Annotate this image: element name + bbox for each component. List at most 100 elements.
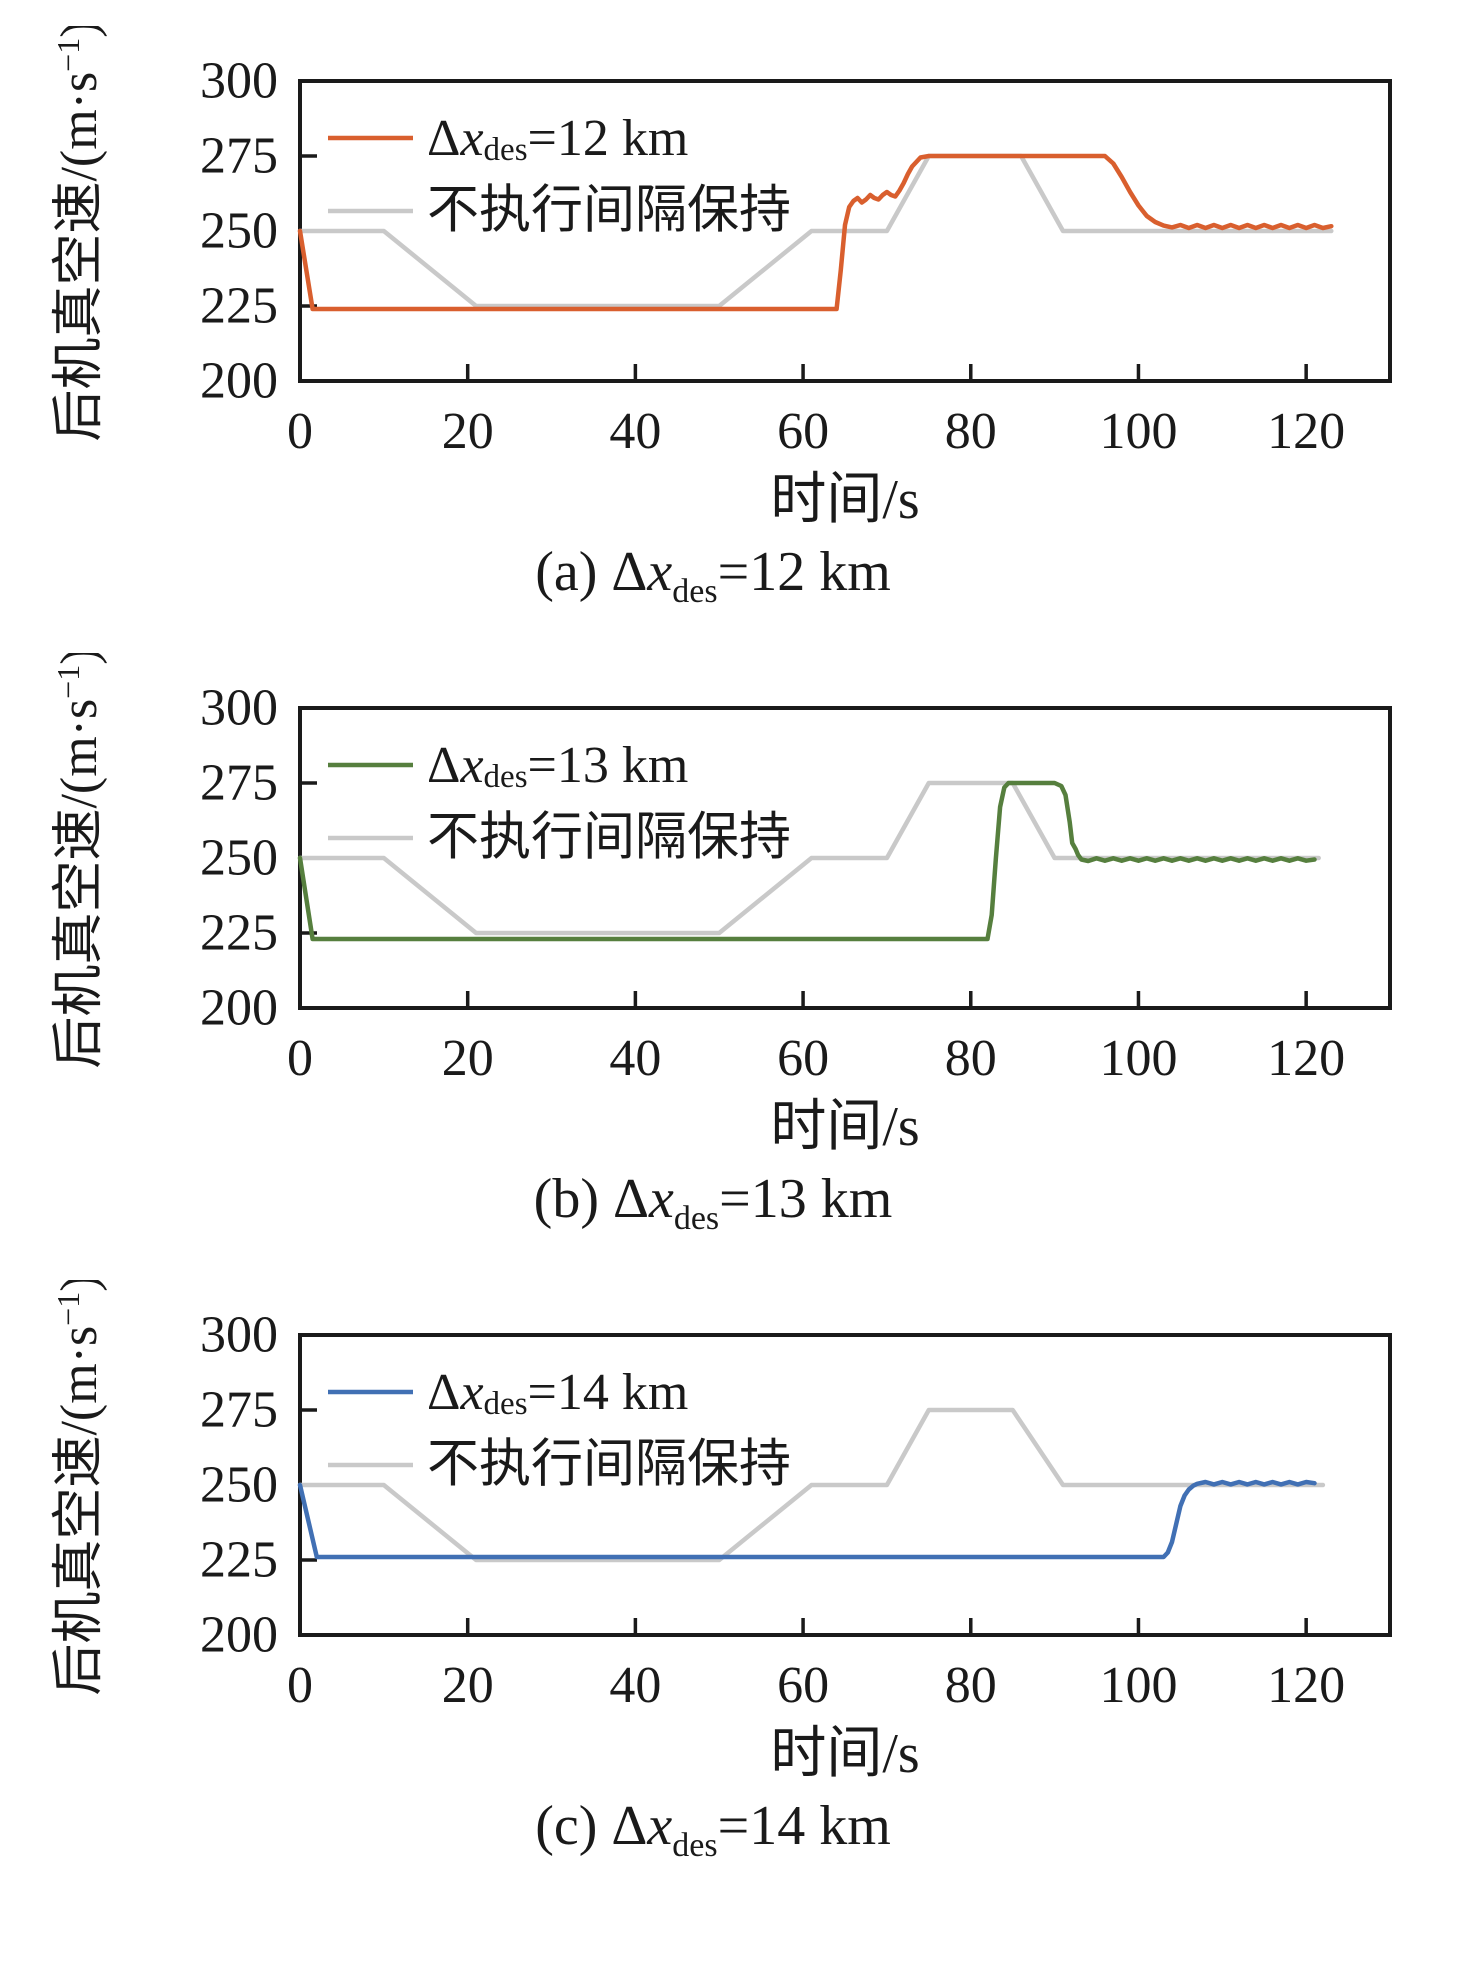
legend-variable: x bbox=[459, 737, 483, 794]
caption-subscript: des bbox=[672, 573, 718, 611]
caption-value: =12 km bbox=[717, 541, 891, 603]
caption-variable: x bbox=[647, 541, 673, 603]
legend-variable: x bbox=[459, 1364, 483, 1421]
y-tick-label: 225 bbox=[200, 1532, 278, 1589]
y-axis-label: 后机真空速/(m·s−1) bbox=[50, 1280, 108, 1696]
legend-value: =13 km bbox=[528, 737, 689, 794]
x-tick-label: 100 bbox=[1099, 403, 1177, 460]
legend-value: =14 km bbox=[528, 1364, 689, 1421]
caption-value: =13 km bbox=[719, 1168, 893, 1231]
caption-value: =14 km bbox=[717, 1795, 891, 1858]
legend-delta: Δ bbox=[427, 1364, 460, 1421]
x-tick-label: 60 bbox=[777, 1657, 829, 1714]
x-tick-label: 100 bbox=[1099, 1657, 1177, 1714]
caption-prefix: (c) bbox=[535, 1795, 612, 1858]
x-axis-label: 时间/s bbox=[770, 469, 919, 531]
y-tick-label: 275 bbox=[200, 1382, 278, 1439]
panel-c-caption: (c) Δxdes=14 km bbox=[0, 1791, 1476, 1881]
y-axis-label-end: ) bbox=[51, 26, 108, 38]
caption-delta: Δ bbox=[611, 541, 648, 603]
caption-subscript: des bbox=[673, 1200, 720, 1238]
x-tick-label: 100 bbox=[1099, 1030, 1177, 1087]
y-tick-label: 250 bbox=[200, 830, 278, 887]
panel-b-caption: (b) Δxdes=13 km bbox=[0, 1164, 1476, 1254]
x-tick-label: 0 bbox=[287, 403, 313, 460]
x-axis-label: 时间/s bbox=[770, 1096, 919, 1158]
y-tick-label: 225 bbox=[200, 905, 278, 962]
x-tick-label: 0 bbox=[287, 1657, 313, 1714]
x-tick-label: 20 bbox=[442, 403, 494, 460]
y-tick-label: 200 bbox=[200, 1607, 278, 1664]
legend-label-controlled: Δxdes=13 km bbox=[427, 737, 688, 796]
x-tick-label: 60 bbox=[777, 1030, 829, 1087]
caption-subscript: des bbox=[672, 1827, 718, 1865]
caption-prefix: (a) bbox=[535, 541, 612, 603]
y-tick-label: 275 bbox=[200, 755, 278, 812]
y-axis-label-end: ) bbox=[51, 653, 108, 665]
y-tick-label: 225 bbox=[200, 278, 278, 335]
y-tick-label: 250 bbox=[200, 1457, 278, 1514]
x-tick-label: 40 bbox=[609, 1030, 661, 1087]
legend-variable: x bbox=[459, 110, 483, 167]
legend-label-uncontrolled: 不执行间隔保持 bbox=[427, 810, 791, 867]
x-tick-label: 20 bbox=[442, 1657, 494, 1714]
x-tick-label: 80 bbox=[945, 1030, 997, 1087]
y-axis-label-sup: −1 bbox=[50, 665, 86, 699]
series-line-controlled bbox=[297, 153, 1334, 312]
y-axis-label-sup: −1 bbox=[50, 1292, 86, 1326]
y-axis-label-end: ) bbox=[51, 1280, 108, 1292]
x-tick-label: 120 bbox=[1267, 1657, 1345, 1714]
legend-subscript: des bbox=[484, 1386, 528, 1422]
legend-label-controlled: Δxdes=12 km bbox=[427, 110, 688, 169]
panel-a-caption: (a) Δxdes=12 km bbox=[0, 537, 1476, 627]
y-axis-label-sup: −1 bbox=[50, 38, 86, 72]
y-tick-label: 300 bbox=[200, 680, 278, 737]
legend-value: =12 km bbox=[528, 110, 689, 167]
x-tick-label: 80 bbox=[945, 1657, 997, 1714]
series-line-uncontrolled bbox=[297, 780, 1321, 936]
x-tick-label: 120 bbox=[1267, 403, 1345, 460]
legend-label-uncontrolled: 不执行间隔保持 bbox=[427, 183, 791, 240]
series-line-controlled bbox=[297, 1480, 1317, 1560]
x-tick-label: 0 bbox=[287, 1030, 313, 1087]
x-tick-label: 80 bbox=[945, 403, 997, 460]
x-tick-label: 60 bbox=[777, 403, 829, 460]
series-line-controlled bbox=[297, 780, 1317, 942]
y-tick-label: 200 bbox=[200, 353, 278, 410]
y-axis-label: 后机真空速/(m·s−1) bbox=[50, 653, 108, 1069]
y-axis-label-main: 后机真空速/(m·s bbox=[51, 1326, 108, 1696]
x-tick-label: 40 bbox=[609, 403, 661, 460]
caption-prefix: (b) bbox=[533, 1168, 613, 1231]
caption-delta: Δ bbox=[611, 1795, 648, 1858]
legend-label-controlled: Δxdes=14 km bbox=[427, 1364, 688, 1423]
x-tick-label: 20 bbox=[442, 1030, 494, 1087]
y-axis-label: 后机真空速/(m·s−1) bbox=[50, 26, 108, 442]
legend-delta: Δ bbox=[427, 737, 460, 794]
y-axis-label-main: 后机真空速/(m·s bbox=[51, 699, 108, 1069]
caption-variable: x bbox=[648, 1168, 674, 1231]
legend-subscript: des bbox=[484, 759, 528, 795]
chart-a: 0 20 40 60 80 100 120 200 225 250 275 300 后机真空速/(m·s… bbox=[50, 26, 1392, 531]
y-tick-label: 275 bbox=[200, 128, 278, 185]
legend-label-uncontrolled: 不执行间隔保持 bbox=[427, 1437, 791, 1494]
x-axis-label: 时间/s bbox=[770, 1723, 919, 1785]
y-tick-label: 200 bbox=[200, 980, 278, 1037]
series-line-uncontrolled bbox=[297, 153, 1334, 309]
y-tick-label: 300 bbox=[200, 53, 278, 110]
x-tick-label: 120 bbox=[1267, 1030, 1345, 1087]
y-tick-label: 300 bbox=[200, 1307, 278, 1364]
panel-b: 0 20 40 60 80 100 120 200 225 250 275 300 后机真空速/(m·s… bbox=[0, 653, 1476, 1254]
panel-c: 0 20 40 60 80 100 120 200 225 250 275 300 后机真空速/(m·s… bbox=[0, 1280, 1476, 1881]
legend-subscript: des bbox=[484, 132, 528, 168]
legend-delta: Δ bbox=[427, 110, 460, 167]
figure-page: 0 20 40 60 80 100 120 200 225 250 275 300 后机真空速/(m·s… bbox=[0, 26, 1476, 1881]
y-axis-label-main: 后机真空速/(m·s bbox=[51, 72, 108, 442]
chart-c: 0 20 40 60 80 100 120 200 225 250 275 300 后机真空速/(m·s… bbox=[50, 1280, 1392, 1785]
caption-delta: Δ bbox=[612, 1168, 649, 1231]
panel-a: 0 20 40 60 80 100 120 200 225 250 275 300 后机真空速/(m·s… bbox=[0, 26, 1476, 627]
caption-variable: x bbox=[647, 1795, 673, 1858]
x-tick-label: 40 bbox=[609, 1657, 661, 1714]
series-line-uncontrolled bbox=[297, 1408, 1326, 1563]
y-tick-label: 250 bbox=[200, 203, 278, 260]
chart-b: 0 20 40 60 80 100 120 200 225 250 275 300 后机真空速/(m·s… bbox=[50, 653, 1392, 1158]
